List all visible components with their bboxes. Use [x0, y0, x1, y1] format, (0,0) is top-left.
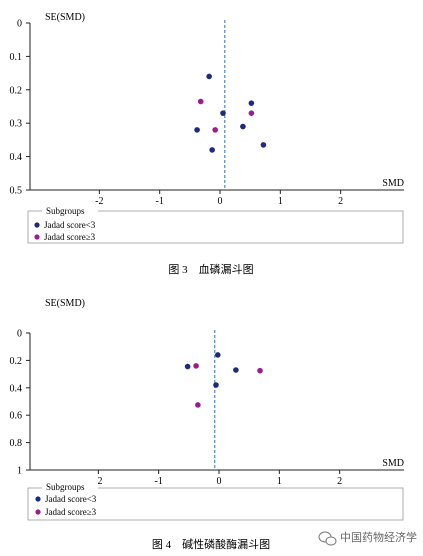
- legend-label-jadad-ge3: Jadad score≥3: [45, 507, 97, 517]
- legend-border: [27, 210, 404, 244]
- legend-box: Subgroups Jadad score<3 Jadad score≥3: [27, 205, 404, 244]
- y-axis-title: SE(SMD): [45, 12, 85, 23]
- data-point-jadad-lt3: [213, 382, 219, 388]
- legend-label-jadad-ge3: Jadad score≥3: [44, 232, 96, 242]
- x-tick-label: -2: [95, 196, 103, 207]
- legend-marker-jadad-ge3: [34, 234, 40, 240]
- legend-label-jadad-lt3: Jadad score<3: [45, 494, 97, 504]
- data-point-jadad-lt3: [240, 123, 246, 130]
- data-point-jadad-lt3: [260, 142, 267, 148]
- y-tick-label: 0.4: [10, 383, 23, 394]
- x-tick-label: 0: [218, 196, 223, 207]
- watermark-text: 中国药物经济学: [340, 530, 417, 544]
- wechat-logo-icon: [318, 531, 337, 546]
- y-tick-label: 0.8: [10, 438, 23, 449]
- data-point-jadad-ge3: [257, 367, 263, 374]
- legend-title: Subgroups: [46, 206, 85, 216]
- legend-title-background: [42, 205, 98, 216]
- x-tick-label: 1: [278, 196, 283, 207]
- legend-box: Subgroups Jadad score<3 Jadad score≥3: [27, 481, 404, 521]
- x-tick-label: 0: [217, 476, 222, 487]
- y-axis-title: SE(SMD): [45, 298, 85, 309]
- data-point-jadad-lt3: [220, 110, 226, 116]
- legend-title-background: [42, 481, 98, 492]
- legend-marker-jadad-lt3: [34, 222, 40, 228]
- plot-area: 0 0.1 0.2 0.3 0.4 0.5 -2 -1 0 1 2: [10, 19, 404, 207]
- y-tick-label: 0.3: [10, 119, 23, 130]
- data-point-jadad-lt3: [209, 147, 215, 153]
- x-axis-title: SMD: [382, 178, 404, 189]
- y-tick-label: 0.1: [10, 52, 23, 63]
- data-point-jadad-ge3: [197, 98, 204, 105]
- x-tick-label: -1: [155, 476, 163, 487]
- data-point-jadad-ge3: [212, 127, 218, 133]
- x-tick-label: -2: [94, 476, 102, 487]
- data-point-jadad-lt3: [248, 100, 255, 106]
- y-tick-label: 0.4: [10, 152, 23, 163]
- data-point-jadad-lt3: [206, 73, 212, 80]
- legend-marker-jadad-lt3: [35, 496, 41, 502]
- legend-title: Subgroups: [46, 482, 85, 492]
- data-point-jadad-lt3: [233, 367, 239, 373]
- figure-caption: 图 4 碱性磷酸酶漏斗图: [152, 537, 270, 551]
- y-tick-label: 0: [17, 19, 22, 30]
- plot-area: 0 0.2 0.4 0.6 0.8 1 -2 -1 0 1 2: [10, 329, 404, 487]
- data-point-jadad-ge3: [193, 363, 199, 369]
- funnel-plot-alkaline-phosphatase: SE(SMD) SMD 0 0.2 0.4 0.6 0.8 1 -2 -1 0 1 2: [10, 298, 404, 487]
- legend-border: [27, 487, 404, 521]
- y-tick-label: 1: [17, 466, 22, 477]
- y-tick-label: 0.2: [10, 356, 23, 367]
- watermark: 中国药物经济学: [318, 530, 417, 546]
- y-tick-label: 0.6: [10, 411, 23, 422]
- x-tick-label: -1: [156, 196, 164, 207]
- x-tick-label: 2: [338, 196, 343, 207]
- x-axis-title: SMD: [382, 458, 404, 469]
- data-point-jadad-lt3: [194, 127, 200, 133]
- data-point-jadad-ge3: [195, 402, 201, 408]
- data-point-jadad-lt3: [214, 352, 221, 358]
- data-point-jadad-ge3: [248, 110, 255, 116]
- y-tick-label: 0.5: [10, 186, 23, 197]
- x-tick-label: 2: [337, 476, 342, 487]
- legend-marker-jadad-ge3: [35, 509, 41, 515]
- figure-caption: 图 3 血磷漏斗图: [168, 262, 253, 276]
- data-point-jadad-lt3: [184, 363, 191, 370]
- legend-label-jadad-lt3: Jadad score<3: [44, 220, 96, 230]
- funnel-plot-serum-phosphorus: SE(SMD) SMD 0 0.1 0.2 0.3 0.4 0.5 -2 -1 0 1 2: [10, 12, 404, 207]
- x-tick-label: 1: [277, 476, 282, 487]
- y-tick-label: 0.2: [10, 85, 23, 96]
- y-tick-label: 0: [17, 329, 22, 340]
